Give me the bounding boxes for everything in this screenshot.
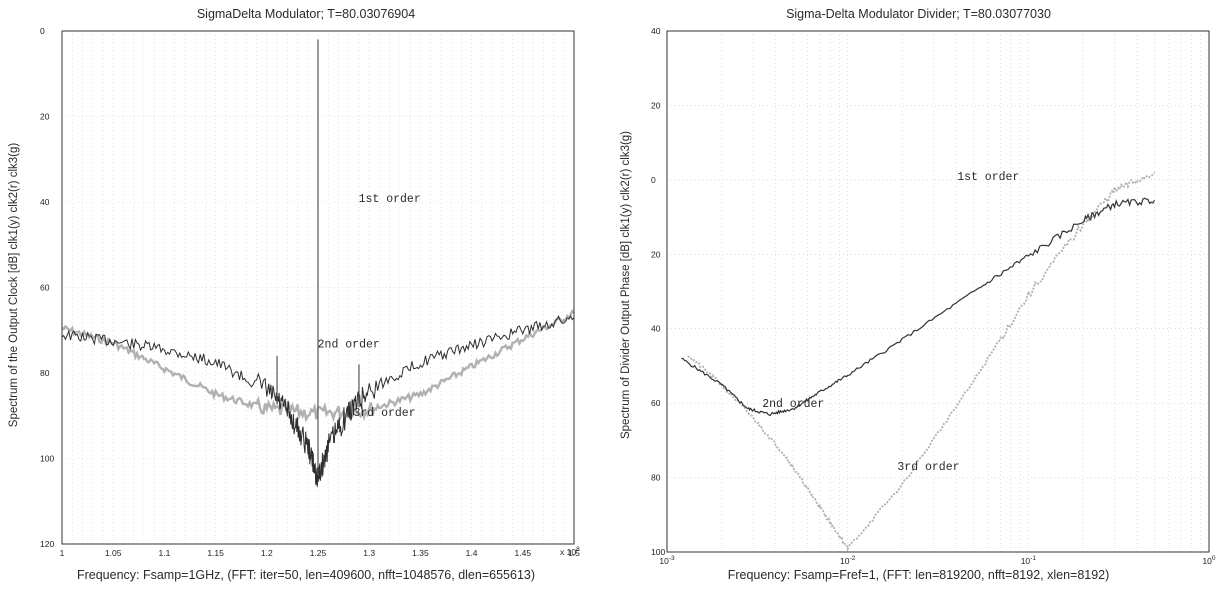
y-tick-label: 40	[40, 197, 50, 207]
series-line-3rd-order	[687, 171, 1156, 552]
chart-spectrum-output-clock: SigmaDelta Modulator; T=80.03076904 Spec…	[0, 0, 612, 589]
y-tick-label: 80	[651, 473, 661, 483]
x-tick-label: 1.05	[105, 548, 122, 558]
y-tick-label: 120	[40, 539, 54, 549]
x-tick-label: 1.45	[515, 548, 532, 558]
x-tick-label: 1.35	[412, 548, 429, 558]
y-tick-label: 0	[40, 26, 45, 36]
x-tick-label: 1.25	[310, 548, 327, 558]
annotation-label: 2nd order	[318, 338, 380, 351]
y-tick-label: 100	[40, 454, 54, 464]
plot-area: 1 1.05 1.1 1.15 1.2 1.25 1.3 1.35 1.4 1.45 1.5 0 20 4…	[40, 26, 580, 558]
annotation-label: 1st order	[957, 171, 1019, 184]
y-tick-label: 0	[651, 175, 656, 185]
chart-spectrum-divider-phase: Sigma-Delta Modulator Divider; T=80.0307…	[612, 0, 1225, 589]
annotation-label: 1st order	[359, 193, 421, 206]
series-line-2nd-order	[681, 197, 1156, 417]
plot-frame	[61, 30, 575, 545]
x-tick-label: 1.15	[207, 548, 224, 558]
series-line-1st-2nd-order	[61, 315, 575, 487]
x-axis-label: Frequency: Fsamp=1GHz, (FFT: iter=50, le…	[76, 568, 536, 582]
x-tick-label: 10-3	[659, 555, 675, 566]
tick-labels: 1 1.05 1.1 1.15 1.2 1.25 1.3 1.35 1.4 1.45 1.5 0 20 4…	[40, 26, 580, 558]
y-tick-label: 60	[651, 398, 661, 408]
x-tick-label: 1	[60, 548, 65, 558]
tick-labels: 10-3 10-2 10-1 100 40 20 0 20 40 60 80 100	[651, 26, 1216, 566]
annotation-label: 2nd order	[762, 398, 824, 411]
x-tick-label: 1.2	[261, 548, 273, 558]
y-tick-label: 40	[651, 26, 661, 36]
y-tick-label: 60	[40, 283, 50, 293]
y-tick-label: 80	[40, 368, 50, 378]
y-tick-label: 100	[651, 547, 665, 557]
plot-area: 10-3 10-2 10-1 100 40 20 0 20 40 60 80 100 1st order…	[651, 26, 1216, 566]
y-tick-label: 40	[651, 324, 661, 334]
x-tick-label: 10-1	[1021, 555, 1037, 566]
x-tick-label: 100	[1202, 555, 1215, 566]
x-tick-label: 1.5	[568, 548, 580, 558]
chart-title: Sigma-Delta Modulator Divider; T=80.0307…	[786, 7, 1051, 21]
y-tick-label: 20	[651, 100, 661, 110]
x-tick-label: 10-2	[840, 555, 856, 566]
x-tick-label: 1.3	[363, 548, 375, 558]
y-tick-label: 20	[40, 112, 50, 122]
y-tick-label: 20	[651, 249, 661, 259]
x-axis-label: Frequency: Fsamp=Fref=1, (FFT: len=81920…	[727, 568, 1110, 582]
annotation-label: 3rd order	[897, 461, 959, 474]
x-multiplier-label: x 108	[560, 546, 580, 557]
chart-title: SigmaDelta Modulator; T=80.03076904	[196, 7, 416, 21]
annotation-label: 3rd order	[353, 407, 415, 420]
x-tick-label: 1.4	[466, 548, 478, 558]
plot-frame	[666, 30, 1210, 553]
x-tick-label: 1.1	[158, 548, 170, 558]
